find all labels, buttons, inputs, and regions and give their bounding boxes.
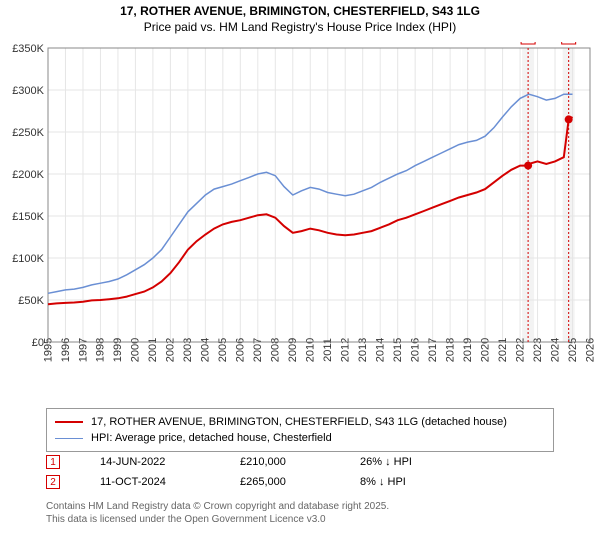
svg-text:2002: 2002: [165, 338, 177, 362]
sale-point-2: [565, 115, 573, 123]
sale-badge: 2: [46, 475, 60, 489]
svg-text:2014: 2014: [374, 338, 386, 362]
svg-text:2013: 2013: [357, 338, 369, 362]
sale-delta: 26% ↓ HPI: [360, 456, 440, 468]
sale-price: £210,000: [240, 456, 320, 468]
sale-row: 2 11-OCT-2024 £265,000 8% ↓ HPI: [46, 472, 440, 492]
sales-table: 1 14-JUN-2022 £210,000 26% ↓ HPI 2 11-OCT-202…: [46, 452, 440, 492]
svg-text:2003: 2003: [182, 338, 194, 362]
svg-text:£150K: £150K: [12, 211, 44, 223]
footer-line1: Contains HM Land Registry data © Crown c…: [46, 500, 389, 513]
chart-title-line2: Price paid vs. HM Land Registry's House …: [0, 20, 600, 38]
footer-attribution: Contains HM Land Registry data © Crown c…: [46, 500, 389, 526]
svg-text:£200K: £200K: [12, 169, 44, 181]
sale-point-1: [524, 162, 532, 170]
legend-item: 17, ROTHER AVENUE, BRIMINGTON, CHESTERFI…: [55, 414, 545, 430]
svg-text:2019: 2019: [462, 338, 474, 362]
svg-text:1997: 1997: [77, 338, 89, 362]
svg-text:2008: 2008: [270, 338, 282, 362]
footer-line2: This data is licensed under the Open Gov…: [46, 513, 389, 526]
svg-text:2012: 2012: [340, 338, 352, 362]
svg-text:2006: 2006: [235, 338, 247, 362]
svg-text:2015: 2015: [392, 338, 404, 362]
svg-text:2010: 2010: [305, 338, 317, 362]
legend-swatch: [55, 438, 83, 439]
legend-item: HPI: Average price, detached house, Ches…: [55, 430, 545, 446]
chart-container: 17, ROTHER AVENUE, BRIMINGTON, CHESTERFI…: [0, 0, 600, 560]
svg-text:2009: 2009: [287, 338, 299, 362]
svg-text:2005: 2005: [217, 338, 229, 362]
svg-text:£100K: £100K: [12, 253, 44, 265]
svg-text:2017: 2017: [427, 338, 439, 362]
sale-row: 1 14-JUN-2022 £210,000 26% ↓ HPI: [46, 452, 440, 472]
chart-area: £0£50K£100K£150K£200K£250K£300K£350K1995…: [6, 42, 596, 400]
sale-date: 11-OCT-2024: [100, 476, 200, 488]
svg-text:£50K: £50K: [18, 295, 44, 307]
svg-text:£350K: £350K: [12, 43, 44, 55]
svg-text:1996: 1996: [60, 338, 72, 362]
legend-swatch: [55, 421, 83, 423]
svg-text:£300K: £300K: [12, 85, 44, 97]
legend-label: HPI: Average price, detached house, Ches…: [91, 432, 332, 444]
legend-label: 17, ROTHER AVENUE, BRIMINGTON, CHESTERFI…: [91, 416, 507, 428]
svg-text:1999: 1999: [112, 338, 124, 362]
svg-text:2021: 2021: [497, 338, 509, 362]
chart-title-line1: 17, ROTHER AVENUE, BRIMINGTON, CHESTERFI…: [0, 0, 600, 20]
svg-text:2007: 2007: [252, 338, 264, 362]
svg-text:2022: 2022: [514, 338, 526, 362]
legend: 17, ROTHER AVENUE, BRIMINGTON, CHESTERFI…: [46, 408, 554, 452]
svg-text:2018: 2018: [444, 338, 456, 362]
sale-price: £265,000: [240, 476, 320, 488]
svg-text:2001: 2001: [147, 338, 159, 362]
svg-text:2023: 2023: [532, 338, 544, 362]
svg-text:2020: 2020: [479, 338, 491, 362]
sale-delta: 8% ↓ HPI: [360, 476, 440, 488]
svg-text:2016: 2016: [409, 338, 421, 362]
svg-text:2000: 2000: [130, 338, 142, 362]
svg-text:2024: 2024: [549, 338, 561, 362]
svg-text:£250K: £250K: [12, 127, 44, 139]
svg-text:2004: 2004: [200, 338, 212, 362]
svg-text:1998: 1998: [95, 338, 107, 362]
line-chart-svg: £0£50K£100K£150K£200K£250K£300K£350K1995…: [6, 42, 596, 400]
sale-badge: 1: [46, 455, 60, 469]
sale-date: 14-JUN-2022: [100, 456, 200, 468]
